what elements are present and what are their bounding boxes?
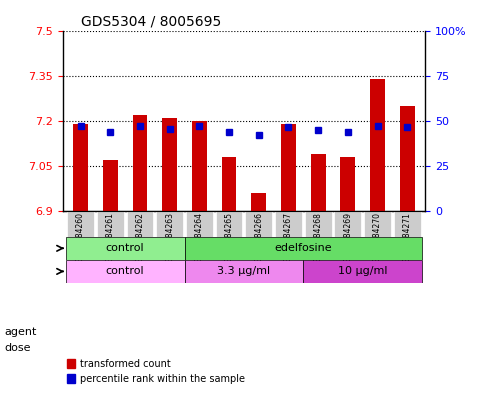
Bar	[400, 106, 414, 211]
Text: dose: dose	[5, 343, 31, 353]
FancyBboxPatch shape	[97, 211, 124, 237]
Bar	[251, 193, 266, 211]
FancyBboxPatch shape	[127, 211, 154, 237]
Text: GSM1084266: GSM1084266	[254, 212, 263, 263]
Bar	[162, 118, 177, 211]
FancyBboxPatch shape	[186, 211, 213, 237]
Bar	[73, 124, 88, 211]
Text: GSM1084269: GSM1084269	[343, 212, 352, 263]
Bar	[222, 157, 237, 211]
FancyBboxPatch shape	[305, 211, 331, 237]
Text: GDS5304 / 8005695: GDS5304 / 8005695	[81, 15, 221, 29]
Bar	[192, 121, 207, 211]
FancyBboxPatch shape	[335, 211, 361, 237]
Text: GSM1084271: GSM1084271	[403, 212, 412, 263]
Text: GSM1084260: GSM1084260	[76, 212, 85, 263]
Text: 3.3 μg/ml: 3.3 μg/ml	[217, 266, 270, 276]
Bar	[103, 160, 118, 211]
Text: control: control	[106, 266, 144, 276]
Text: GSM1084265: GSM1084265	[225, 212, 234, 263]
Text: GSM1084261: GSM1084261	[106, 212, 115, 263]
FancyBboxPatch shape	[66, 260, 185, 283]
FancyBboxPatch shape	[394, 211, 421, 237]
Text: GSM1084270: GSM1084270	[373, 212, 382, 263]
Legend: transformed count, percentile rank within the sample: transformed count, percentile rank withi…	[63, 356, 249, 388]
Bar	[281, 124, 296, 211]
Text: 10 μg/ml: 10 μg/ml	[338, 266, 387, 276]
Bar	[341, 157, 355, 211]
FancyBboxPatch shape	[185, 237, 422, 260]
Bar	[311, 154, 326, 211]
Text: GSM1084263: GSM1084263	[165, 212, 174, 263]
Text: GSM1084262: GSM1084262	[136, 212, 144, 263]
FancyBboxPatch shape	[156, 211, 183, 237]
FancyBboxPatch shape	[364, 211, 391, 237]
FancyBboxPatch shape	[185, 260, 303, 283]
Text: GSM1084264: GSM1084264	[195, 212, 204, 263]
Bar	[132, 115, 147, 211]
Text: control: control	[106, 243, 144, 253]
FancyBboxPatch shape	[303, 260, 422, 283]
Text: GSM1084268: GSM1084268	[313, 212, 323, 263]
FancyBboxPatch shape	[66, 237, 185, 260]
Text: agent: agent	[5, 327, 37, 337]
FancyBboxPatch shape	[245, 211, 272, 237]
FancyBboxPatch shape	[275, 211, 302, 237]
Text: edelfosine: edelfosine	[274, 243, 332, 253]
Bar	[370, 79, 385, 211]
FancyBboxPatch shape	[216, 211, 242, 237]
Text: GSM1084267: GSM1084267	[284, 212, 293, 263]
FancyBboxPatch shape	[67, 211, 94, 237]
